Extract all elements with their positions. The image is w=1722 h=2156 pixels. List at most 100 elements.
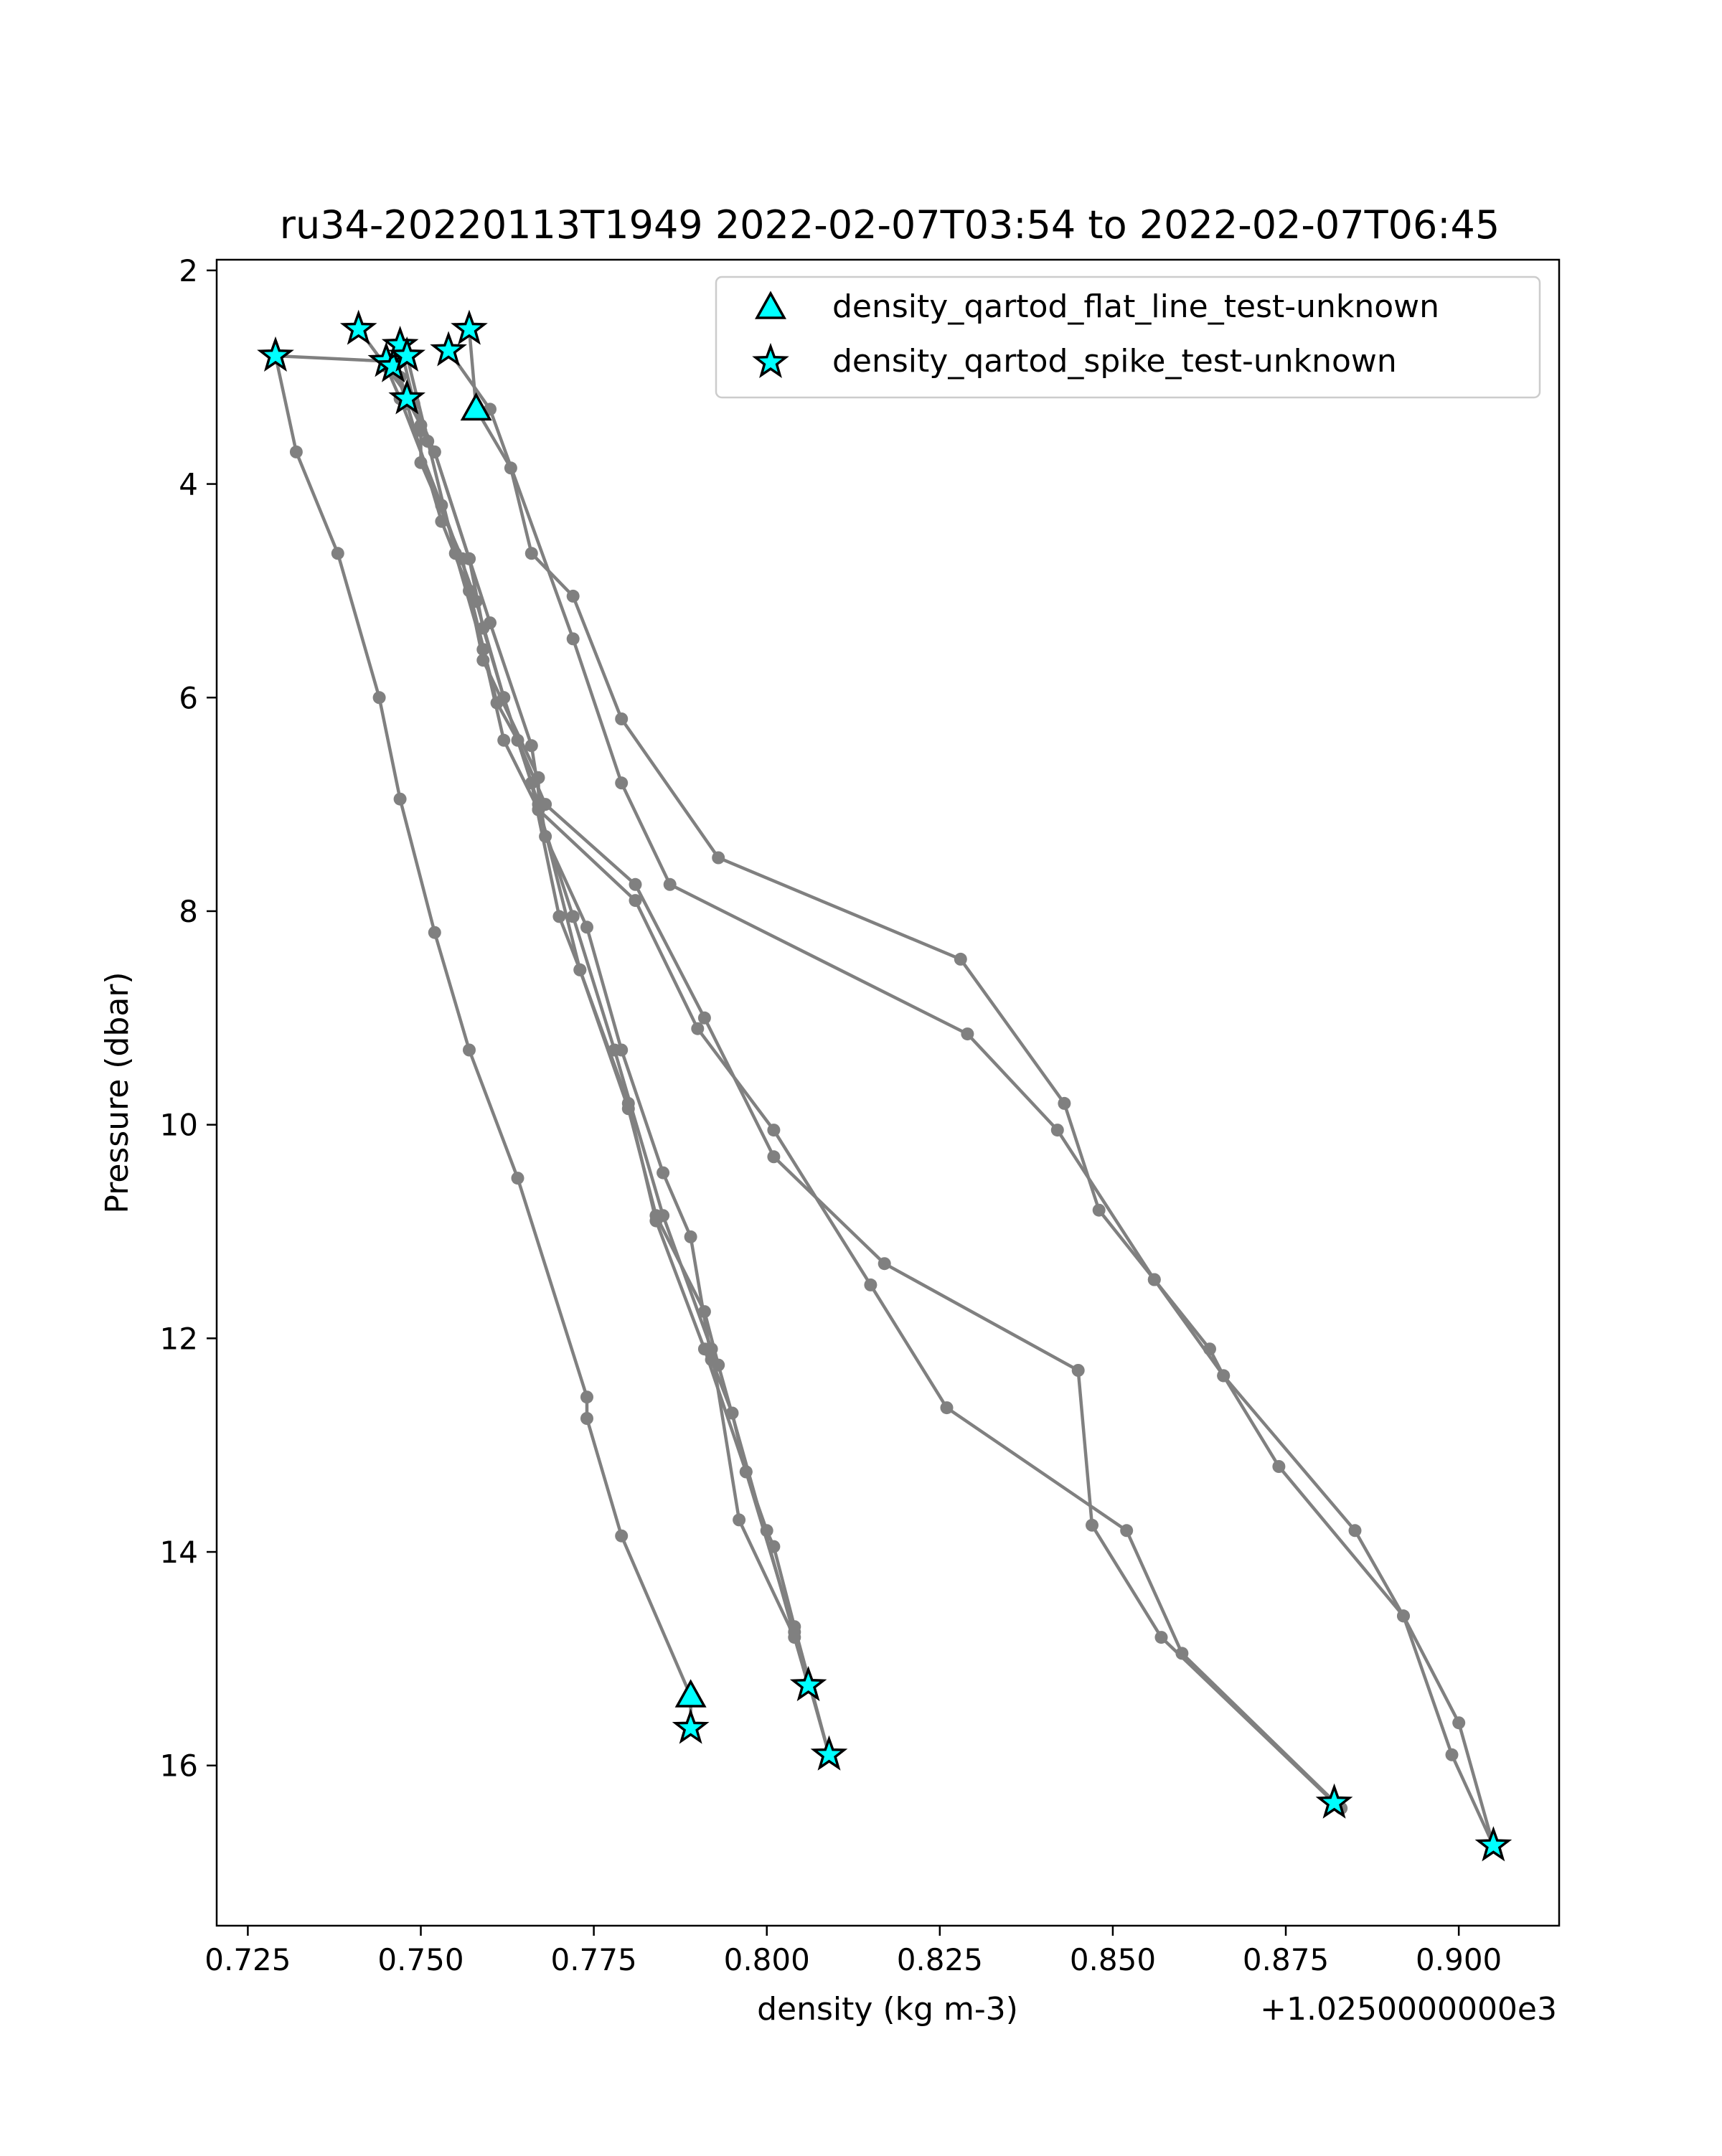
- profile-point: [961, 1027, 974, 1041]
- profile-point: [552, 910, 566, 923]
- profile-point: [1086, 1518, 1098, 1532]
- profile-point: [1452, 1716, 1466, 1730]
- profile-point: [532, 798, 545, 811]
- profile-point: [435, 499, 448, 512]
- profile-point: [739, 1465, 753, 1479]
- profile-point: [788, 1625, 801, 1639]
- profile-point: [1058, 1096, 1071, 1110]
- profile-point: [697, 1305, 711, 1319]
- spike-flag-marker: [339, 309, 377, 345]
- profile-point: [1050, 1124, 1064, 1137]
- profile-point: [954, 952, 967, 966]
- profile-point: [1092, 1203, 1106, 1217]
- y-tick-label: 6: [179, 680, 198, 715]
- profile-point: [1154, 1631, 1168, 1644]
- profile-point: [878, 1257, 891, 1271]
- x-tick-label: 0.825: [897, 1942, 983, 1977]
- spike-flag-marker: [257, 336, 294, 372]
- profile-point: [428, 926, 441, 939]
- chart-title: ru34-20220113T1949 2022-02-07T03:54 to 2…: [280, 202, 1500, 248]
- legend: density_qartod_flat_line_test-unknown de…: [715, 276, 1541, 399]
- plot-frame: [215, 258, 1561, 1927]
- profile-point: [566, 589, 580, 603]
- profile-point: [1348, 1524, 1362, 1538]
- profile-point: [733, 1513, 746, 1527]
- profile-point: [414, 418, 428, 432]
- profile-point: [657, 1166, 670, 1180]
- spike-flag-marker: [430, 331, 467, 367]
- profile-point: [289, 445, 303, 458]
- y-tick-label: 2: [179, 253, 198, 288]
- profile-point: [497, 691, 511, 705]
- profile-point: [566, 910, 580, 923]
- x-tick-label: 0.750: [377, 1942, 464, 1977]
- profile-point: [697, 1011, 711, 1025]
- profile-point: [712, 1358, 725, 1372]
- profile-point: [1147, 1273, 1161, 1286]
- flag-markers: [257, 309, 1512, 1862]
- legend-triangle-marker: [755, 291, 786, 319]
- profile-point: [573, 963, 587, 976]
- profile-point: [1272, 1460, 1286, 1473]
- legend-star-marker: [752, 342, 789, 378]
- x-tick-label: 0.725: [204, 1942, 291, 1977]
- y-axis-label: Pressure (dbar): [99, 971, 136, 1213]
- profile-line-6: [405, 355, 1342, 1809]
- spike-flag-marker: [1315, 1783, 1353, 1819]
- profile-point: [331, 547, 344, 560]
- profile-point: [684, 1230, 697, 1243]
- profile-point: [580, 921, 593, 934]
- profile-point: [712, 851, 725, 865]
- spike-flag-marker: [451, 309, 488, 345]
- profile-point: [393, 792, 407, 806]
- profile-point: [524, 547, 538, 560]
- profile-point: [566, 632, 580, 646]
- legend-star-marker-shape: [752, 342, 789, 378]
- y-tick-label: 16: [160, 1748, 198, 1784]
- profile-point: [1071, 1364, 1085, 1377]
- x-axis-label: density (kg m-3): [757, 1991, 1018, 2028]
- profile-point: [580, 1390, 593, 1404]
- profile-point: [697, 1342, 711, 1356]
- profile-point: [767, 1124, 781, 1137]
- x-axis: 0.725 0.750 0.775 0.800 0.825 0.850 0.875 0.900: [204, 1926, 1502, 1977]
- legend-label-spike: density_qartod_spike_test-unknown: [832, 343, 1397, 380]
- profile-point: [649, 1214, 663, 1228]
- profile-point: [463, 552, 476, 565]
- legend-label-flat-line: density_qartod_flat_line_test-unknown: [832, 288, 1439, 325]
- legend-box: [715, 276, 1541, 399]
- spike-flag-marker: [810, 1735, 848, 1771]
- profile-point: [1397, 1609, 1410, 1623]
- flat-line-flag-marker: [460, 392, 492, 421]
- profile-point: [621, 1096, 635, 1110]
- profile-point: [864, 1278, 878, 1291]
- profile-point: [615, 1529, 629, 1543]
- profile-point: [372, 691, 386, 705]
- spike-flag-marker: [1474, 1826, 1512, 1862]
- y-tick-label: 12: [160, 1321, 198, 1356]
- profile-point: [1175, 1647, 1189, 1660]
- spike-flag-marker: [388, 336, 426, 372]
- y-tick-label: 10: [160, 1108, 198, 1143]
- profile-point: [463, 1043, 476, 1057]
- profile-point: [497, 733, 511, 747]
- y-axis: 2 4 6 8 10 12 14 16: [160, 253, 217, 1784]
- spike-flag-marker: [672, 1708, 710, 1744]
- profile-point: [615, 712, 629, 725]
- y-tick-label: 4: [179, 467, 198, 502]
- profile-point: [615, 776, 629, 790]
- profile-point: [476, 621, 490, 635]
- profile-point: [511, 1172, 524, 1185]
- x-tick-label: 0.875: [1243, 1942, 1329, 1977]
- profile-point: [476, 643, 490, 656]
- x-axis-offset-label: +1.0250000000e3: [1260, 1991, 1557, 2028]
- legend-triangle-marker-shape: [755, 291, 786, 319]
- profile-point: [428, 445, 441, 458]
- profile-point: [767, 1150, 781, 1164]
- profile-point: [940, 1401, 954, 1415]
- profile-point: [524, 739, 538, 753]
- profile-point: [629, 877, 642, 891]
- profile-point: [580, 1412, 593, 1425]
